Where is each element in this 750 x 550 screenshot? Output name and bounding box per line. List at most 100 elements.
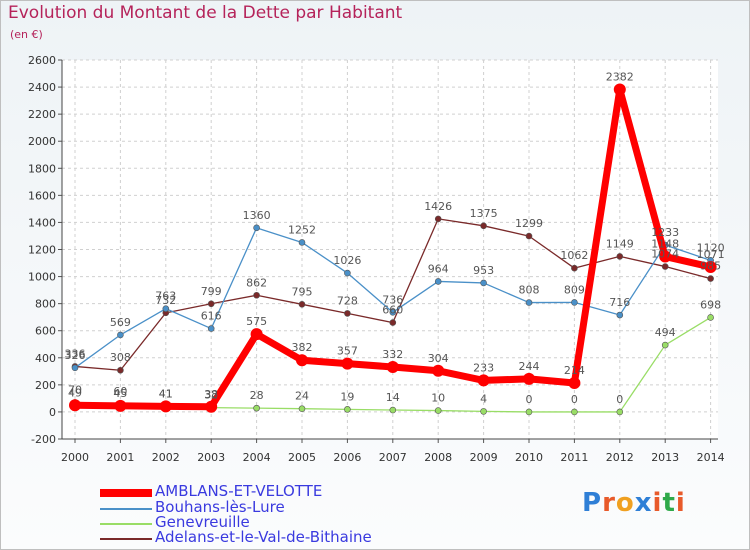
data-point-2 xyxy=(434,407,442,414)
data-point-0 xyxy=(114,399,127,412)
data-label-1: 616 xyxy=(201,310,222,323)
x-tick-label: 2011 xyxy=(560,451,588,464)
y-tick-label: 400 xyxy=(35,352,56,365)
logo-letter: x xyxy=(634,488,653,518)
data-label-1: 1026 xyxy=(333,254,361,267)
data-point-0 xyxy=(69,399,81,412)
x-tick-label: 2010 xyxy=(515,451,543,464)
data-label-3: 728 xyxy=(337,294,358,307)
y-tick-label: 2600 xyxy=(28,54,56,67)
data-label-3: 336 xyxy=(65,347,86,360)
data-label-2: 32 xyxy=(204,389,218,402)
data-label-2: 698 xyxy=(700,298,721,311)
legend-label-bouhans: Bouhans-lès-Lure xyxy=(155,498,285,516)
data-label-3: 1299 xyxy=(515,217,543,230)
data-label-3: 1062 xyxy=(560,249,588,262)
data-point-0 xyxy=(568,376,581,389)
data-point-2 xyxy=(616,408,624,416)
logo-letter: o xyxy=(615,488,635,518)
data-label-2: 28 xyxy=(250,389,264,402)
data-label-0: 1148 xyxy=(651,238,679,251)
logo-letter: i xyxy=(675,488,686,518)
legend-label-adelans: Adelans-et-le-Val-de-Bithaine xyxy=(155,528,372,546)
data-point-3 xyxy=(571,264,578,272)
data-label-3: 1375 xyxy=(470,207,498,220)
y-tick-label: 1200 xyxy=(28,244,56,257)
data-label-0: 382 xyxy=(292,341,313,354)
data-point-0 xyxy=(523,372,535,385)
data-point-1 xyxy=(207,325,215,332)
data-label-0: 41 xyxy=(159,387,173,400)
data-label-2: 0 xyxy=(616,393,623,406)
data-point-0 xyxy=(341,357,354,370)
data-point-2 xyxy=(525,408,533,416)
data-point-3 xyxy=(480,222,487,230)
data-point-2 xyxy=(389,406,397,414)
data-point-3 xyxy=(207,300,215,308)
data-label-3: 799 xyxy=(201,285,222,298)
legend-label-amblans: AMBLANS-ET-VELOTTE xyxy=(155,482,323,500)
data-label-2: 60 xyxy=(113,385,127,398)
data-point-0 xyxy=(250,328,263,341)
data-label-3: 308 xyxy=(110,351,131,364)
x-tick-label: 2003 xyxy=(197,451,225,464)
data-point-0 xyxy=(296,354,308,367)
y-tick-label: 1000 xyxy=(28,271,56,284)
y-tick-label: 1400 xyxy=(28,216,56,229)
data-point-1 xyxy=(344,269,351,277)
data-point-0 xyxy=(386,360,399,373)
data-point-3 xyxy=(344,310,351,317)
data-point-0 xyxy=(659,250,672,263)
chart-subtitle: (en €) xyxy=(10,28,43,41)
data-label-0: 45 xyxy=(113,387,127,400)
data-label-0: 357 xyxy=(337,345,358,358)
data-label-1: 326 xyxy=(65,349,86,362)
data-point-1 xyxy=(525,299,533,306)
data-label-3: 732 xyxy=(155,294,176,307)
data-label-3: 985 xyxy=(700,260,721,273)
y-tick-label: 600 xyxy=(35,325,56,338)
logo-letter: t xyxy=(662,488,676,518)
legend-label-genevreuille: Genevreuille xyxy=(155,513,250,531)
data-point-0 xyxy=(432,364,445,377)
proxiti-logo: Proxiti xyxy=(582,488,686,518)
data-point-2 xyxy=(480,408,487,415)
y-tick-label: 800 xyxy=(35,298,56,311)
data-label-2: 10 xyxy=(431,392,445,405)
data-label-0: 214 xyxy=(564,364,585,377)
y-tick-label: 1800 xyxy=(28,162,56,175)
data-label-1: 569 xyxy=(110,316,131,329)
data-point-0 xyxy=(159,400,172,413)
data-label-0: 2382 xyxy=(606,71,634,84)
data-point-3 xyxy=(707,275,714,282)
data-point-1 xyxy=(253,224,260,232)
data-point-2 xyxy=(344,406,351,413)
data-label-0: 332 xyxy=(382,348,403,361)
data-label-1: 809 xyxy=(564,283,585,296)
data-label-1: 1360 xyxy=(243,209,271,222)
data-label-1: 763 xyxy=(155,290,176,303)
logo-letter: i xyxy=(652,488,663,518)
data-label-0: 1071 xyxy=(697,248,725,261)
data-label-1: 1120 xyxy=(697,241,725,254)
data-point-3 xyxy=(616,253,624,260)
data-point-3 xyxy=(389,319,397,326)
x-tick-label: 2004 xyxy=(243,451,271,464)
data-point-3 xyxy=(298,301,306,308)
x-tick-label: 2001 xyxy=(106,451,134,464)
data-point-0 xyxy=(704,260,717,273)
legend-swatch-bouhans xyxy=(100,508,152,510)
data-point-2 xyxy=(253,404,260,412)
data-point-3 xyxy=(525,232,533,240)
y-tick-label: 2200 xyxy=(28,108,56,121)
data-point-1 xyxy=(480,279,487,287)
logo-letter: P xyxy=(582,488,603,518)
data-point-0 xyxy=(613,83,626,96)
y-tick-label: 200 xyxy=(35,379,56,392)
x-tick-label: 2014 xyxy=(697,451,725,464)
x-tick-label: 2009 xyxy=(470,451,498,464)
data-label-0: 244 xyxy=(519,360,540,373)
data-label-0: 49 xyxy=(68,386,82,399)
data-label-3: 660 xyxy=(382,304,403,317)
